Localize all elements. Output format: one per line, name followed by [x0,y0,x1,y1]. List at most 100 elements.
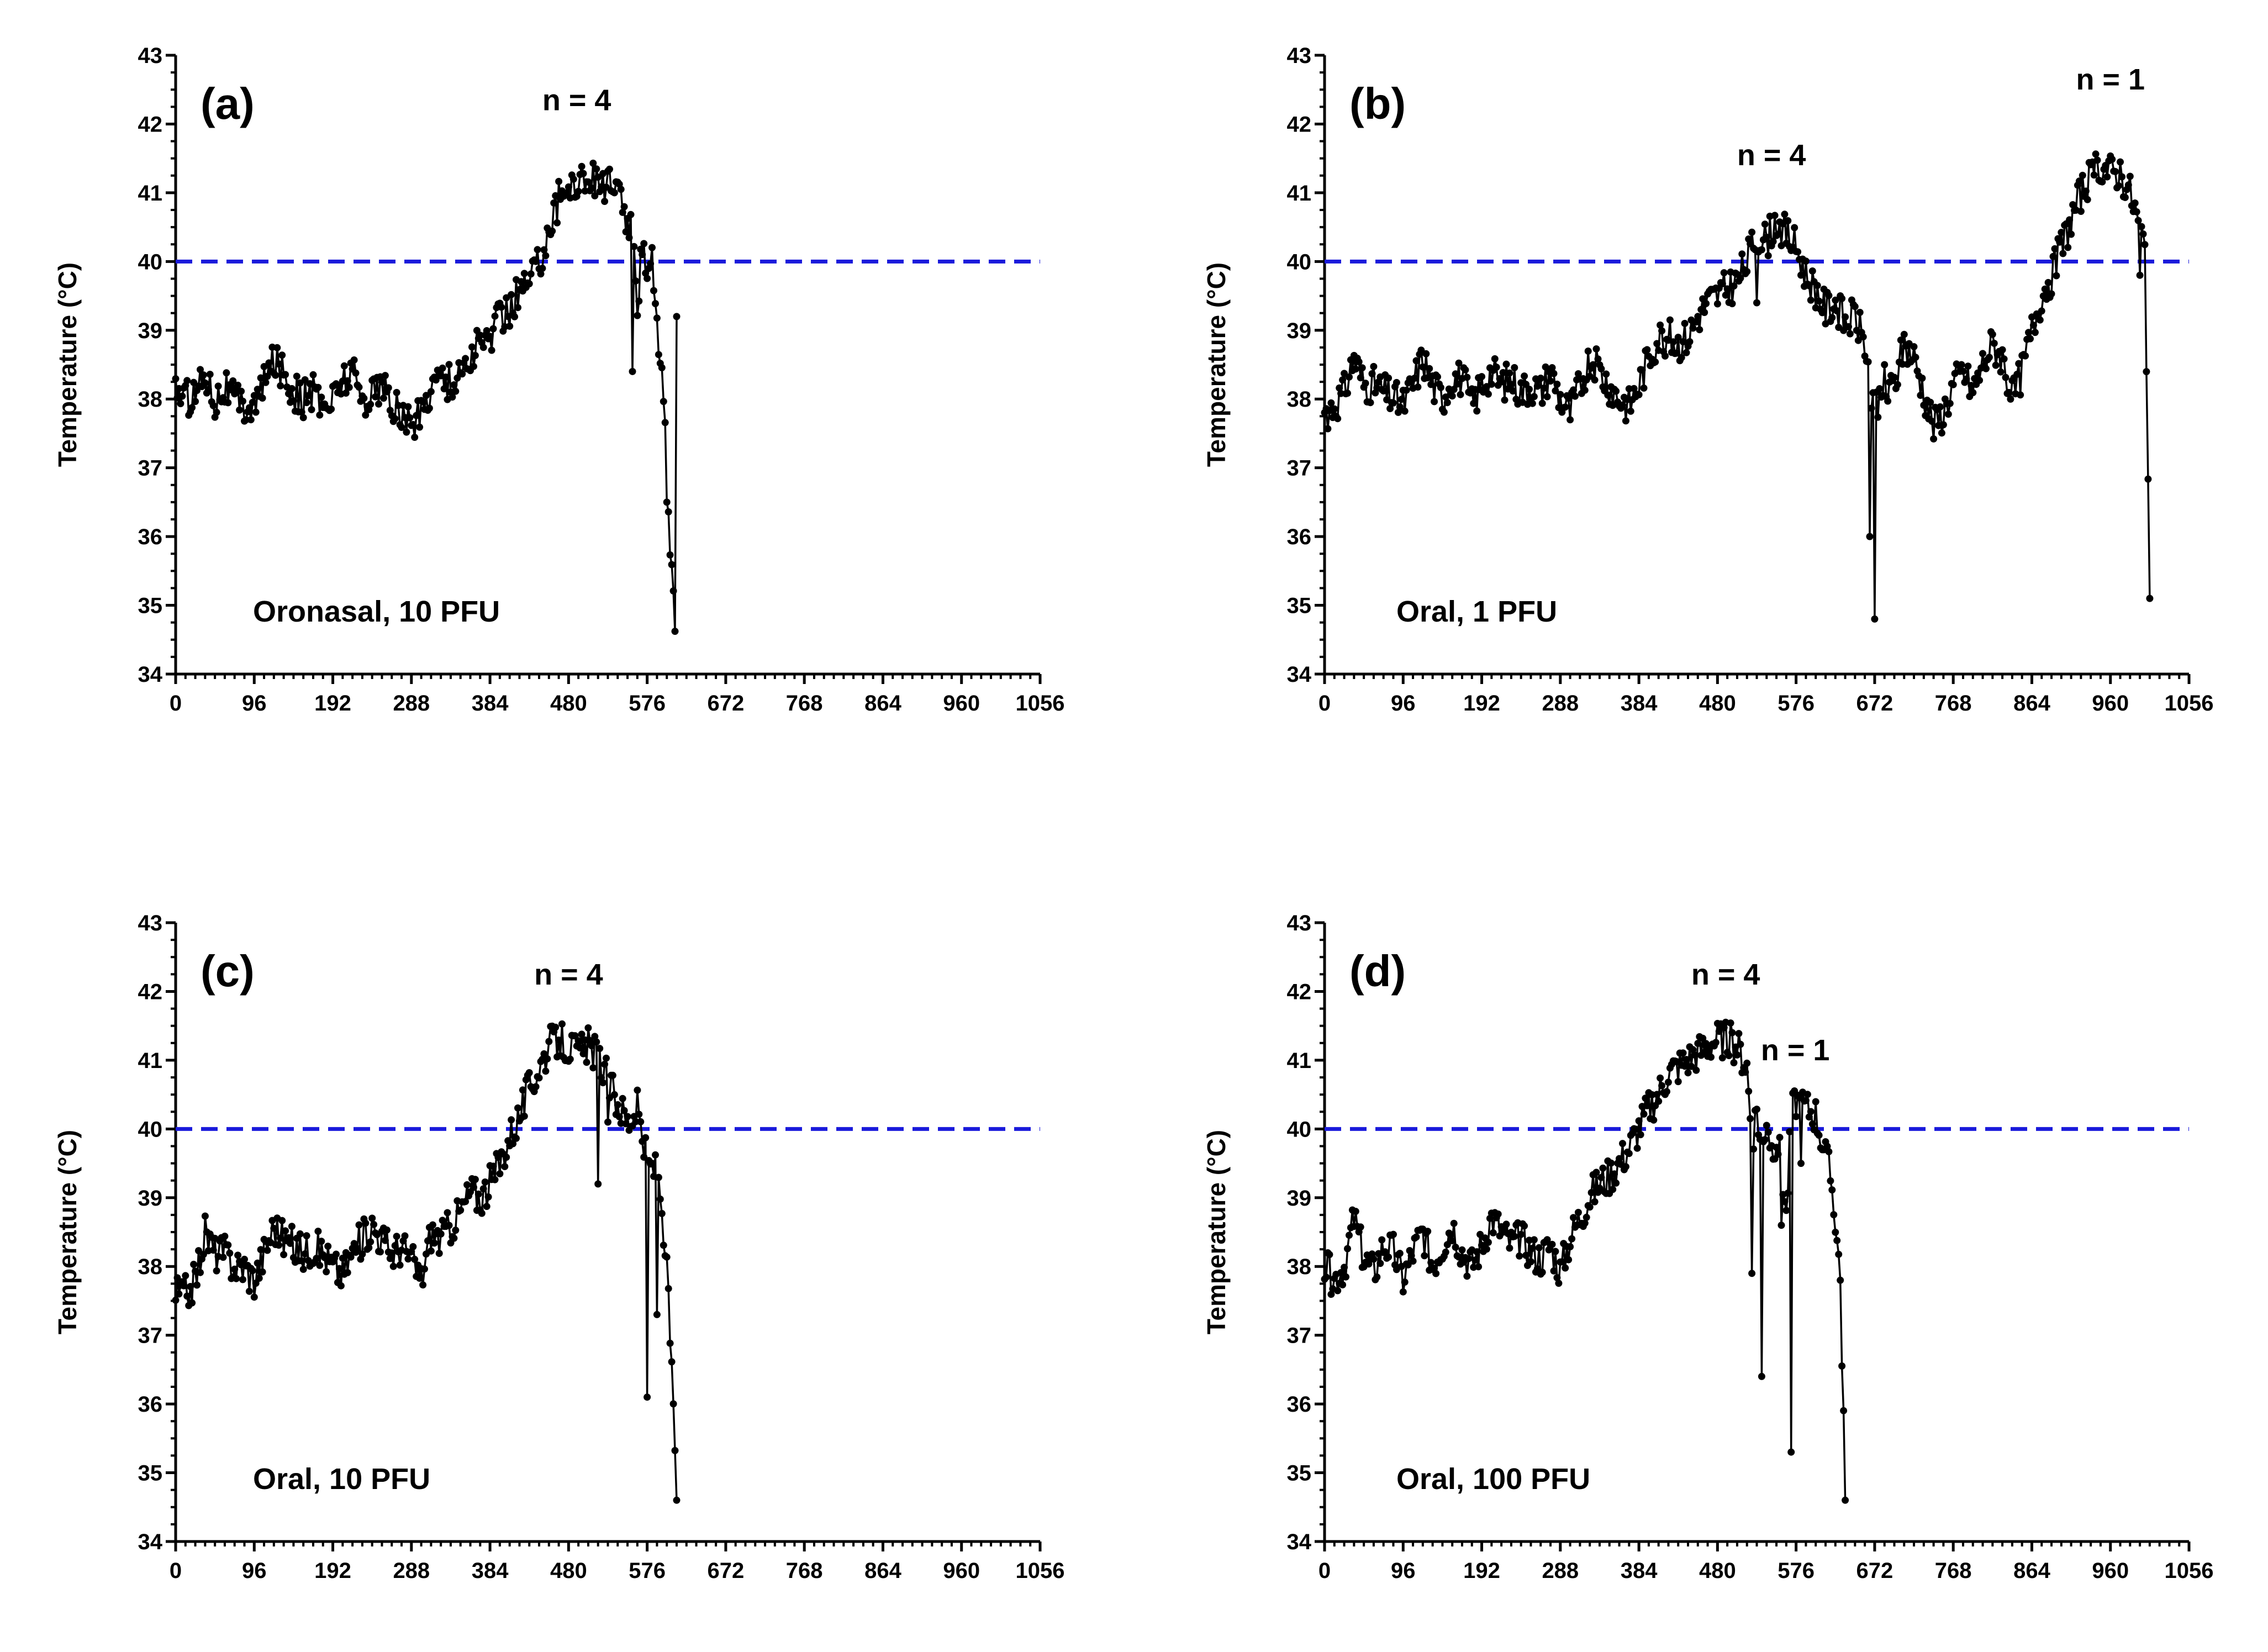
data-point [1344,390,1351,397]
data-point [669,1400,677,1408]
data-point [673,1496,681,1504]
data-point [2036,316,2044,324]
data-point [234,381,242,389]
data-point [1699,1034,1707,1042]
data-point [655,1174,662,1181]
data-point [278,351,286,359]
data-point [574,1037,582,1045]
data-point [1583,1213,1590,1221]
data-point [1684,1069,1692,1077]
data-point [1566,1243,1574,1250]
data-point [1473,407,1481,415]
data-point [358,1250,366,1258]
data-point [647,260,655,267]
data-point [506,322,514,330]
data-point [1662,352,1669,360]
series-temperature [1321,150,2154,623]
data-point [1781,211,1789,218]
data-point [1385,1253,1393,1261]
n-annotation: n = 1 [1761,1034,1830,1067]
data-point [285,1234,292,1241]
data-point [2126,172,2134,180]
x-tick-label: 96 [1391,1559,1416,1583]
data-point [1797,1160,1805,1167]
data-point [1553,1274,1561,1281]
chart-panel-a: 34 35 36 37 38 39 40 41 42 43 0 96 192 288 384 480 576 67… [53,44,1064,715]
data-point [236,406,244,414]
data-point [1808,1120,1816,1128]
data-point [496,1170,504,1177]
data-point [1990,339,1998,347]
data-point [2000,355,2008,363]
data-point [1864,358,1872,366]
data-point [1452,370,1459,378]
data-point [491,312,499,320]
data-point [1743,268,1751,275]
data-point [1440,408,1448,416]
data-point [1797,271,1805,279]
data-point [642,1134,650,1141]
data-point [416,423,424,431]
data-point [1969,389,1977,397]
data-point [432,376,440,384]
data-point [1842,313,1849,321]
data-point [1701,309,1708,316]
data-point [1528,399,1536,407]
data-point [1678,354,1685,361]
data-point [583,1059,590,1066]
data-point [328,406,335,413]
data-point [1733,1051,1741,1059]
data-point [1761,220,1769,228]
panel-letter: (b) [1349,79,1406,128]
x-tick-label: 768 [786,1559,823,1583]
data-point [1404,1261,1412,1269]
data-point [1502,360,1510,368]
data-point [1808,267,1816,275]
data-point [429,1221,436,1229]
data-point [180,1282,188,1290]
data-point [1876,385,1884,392]
data-point [578,1030,586,1038]
data-point [566,1055,574,1063]
x-tick-label: 768 [786,691,823,715]
data-point [1840,1407,1848,1414]
data-point [555,177,563,185]
data-point [238,387,245,395]
data-point [304,392,312,399]
data-point [629,367,636,375]
data-point [287,1239,294,1247]
data-point [2041,285,2049,293]
y-tick-label: 36 [138,525,163,549]
data-point [313,1255,320,1262]
data-point [1833,1237,1841,1244]
data-point [293,372,300,380]
data-point [288,385,296,392]
y-tick-label: 41 [138,1049,163,1073]
data-point [229,377,237,385]
data-point [257,1246,265,1254]
data-point [630,243,638,250]
data-point [1964,362,1972,370]
data-point [542,1067,550,1075]
data-point [2048,290,2055,298]
data-point [1334,1287,1342,1295]
data-point [474,1190,482,1198]
data-point [1642,1095,1649,1102]
data-point [1828,314,1836,322]
data-point [1812,1098,1819,1106]
data-point [509,1140,517,1148]
data-point [1818,309,1826,317]
data-point [1694,1040,1702,1047]
data-point [1401,1279,1409,1286]
data-point [574,187,582,195]
x-tick-label: 960 [2092,1559,2129,1583]
data-point [193,1281,201,1289]
data-point [1802,1097,1810,1104]
data-point [1838,294,1846,302]
data-point [520,1112,528,1120]
data-point [1506,1244,1513,1252]
data-point [1543,393,1551,401]
data-point [1506,369,1513,377]
data-point [658,1209,666,1217]
